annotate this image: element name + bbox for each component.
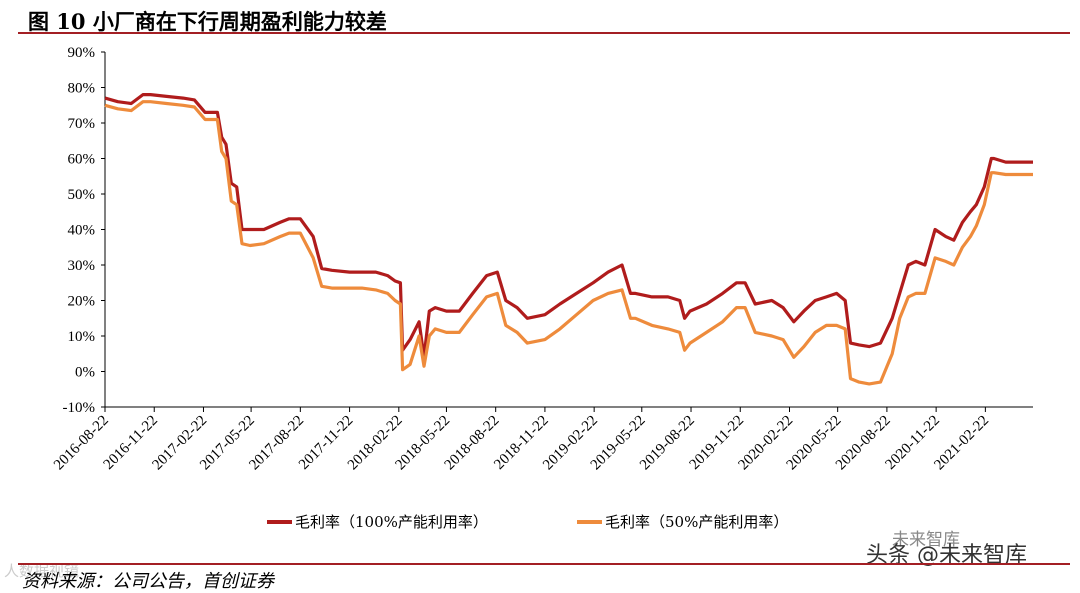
footer-divider bbox=[18, 563, 1070, 565]
y-tick-label: 80% bbox=[68, 81, 96, 97]
y-tick-label: 30% bbox=[68, 258, 96, 274]
y-tick-label: 40% bbox=[68, 223, 96, 239]
watermark-left: 人数据视镜 bbox=[4, 562, 80, 580]
y-tick-label: 70% bbox=[68, 116, 96, 132]
y-tick-label: 10% bbox=[68, 329, 96, 345]
legend-label-series-1: 毛利率（100%产能利用率） bbox=[295, 513, 488, 531]
source-note: 资料来源：公司公告，首创证券 bbox=[22, 571, 274, 592]
y-tick-label: 20% bbox=[68, 294, 96, 310]
y-tick-label: -10% bbox=[63, 400, 96, 416]
series-line-2 bbox=[104, 100, 1033, 386]
legend-label-series-2: 毛利率（50%产能利用率） bbox=[605, 513, 788, 531]
y-tick-label: 60% bbox=[68, 152, 96, 168]
y-tick-label: 0% bbox=[75, 365, 95, 381]
title-bar: 图 10 小厂商在下行周期盈利能力较差 bbox=[18, 6, 1070, 34]
watermark-sub: 未来智库 bbox=[892, 530, 960, 550]
y-tick-label: 50% bbox=[68, 187, 96, 203]
y-tick-label: 90% bbox=[68, 45, 96, 61]
series-line-1 bbox=[104, 92, 1033, 359]
page-title: 图 10 小厂商在下行周期盈利能力较差 bbox=[28, 9, 387, 34]
